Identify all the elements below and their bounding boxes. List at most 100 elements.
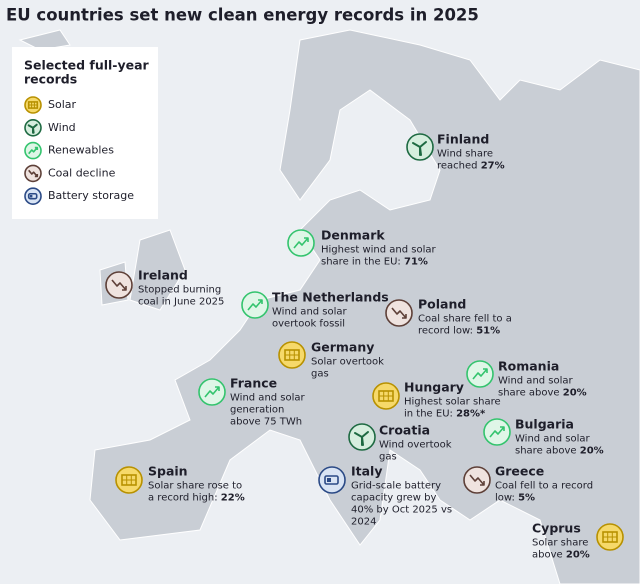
annotation-line: Highest solar share bbox=[404, 397, 501, 408]
annotation-line: record low: 51% bbox=[418, 326, 500, 337]
annotation-line: Solar share rose to bbox=[148, 481, 242, 492]
icon-circle bbox=[318, 466, 346, 494]
legend-label: Solar bbox=[48, 98, 77, 111]
country-name: Finland bbox=[437, 132, 489, 147]
annotation-line: Wind and solar bbox=[230, 393, 306, 404]
icon-coal bbox=[24, 164, 42, 183]
annotation-highlight: 20% bbox=[563, 388, 587, 399]
land bbox=[18, 29, 640, 584]
country-name: Croatia bbox=[379, 423, 430, 438]
icon-coal bbox=[463, 466, 491, 494]
country-name: Germany bbox=[311, 340, 374, 355]
trend-down bbox=[469, 474, 485, 486]
annotation-line: Wind share bbox=[437, 149, 493, 160]
icon-renewables bbox=[241, 291, 269, 319]
country-name: Hungary bbox=[404, 380, 464, 395]
icon-renewables bbox=[287, 229, 315, 257]
annotation-line: share in the EU: 71% bbox=[321, 257, 428, 268]
annotation-highlight: 51% bbox=[476, 326, 500, 337]
legend-label: Coal decline bbox=[48, 166, 116, 179]
trend-down bbox=[391, 307, 407, 319]
icon-solar bbox=[278, 341, 306, 369]
country-name: Denmark bbox=[321, 228, 385, 243]
icon-solar bbox=[24, 96, 42, 114]
annotation-line: gas bbox=[311, 369, 329, 380]
annotation-highlight: 22% bbox=[221, 493, 245, 504]
iceland bbox=[18, 29, 71, 51]
icon-solar bbox=[596, 523, 624, 551]
icon-renewables bbox=[466, 360, 494, 388]
legend-title: records bbox=[24, 72, 77, 87]
panel-grid bbox=[28, 101, 38, 109]
icon-renewables bbox=[483, 418, 511, 446]
legend-label: Renewables bbox=[48, 144, 114, 157]
panel-grid bbox=[379, 391, 393, 401]
annotation-line: Stopped burning bbox=[138, 285, 221, 296]
trend-up bbox=[28, 146, 39, 155]
country-name: France bbox=[230, 376, 277, 391]
annotation-line: gas bbox=[379, 452, 397, 463]
icon-solar bbox=[372, 382, 400, 410]
annotation-line: 40% by Oct 2025 vs bbox=[351, 505, 452, 516]
annotation-line: generation bbox=[230, 405, 284, 416]
country-name: The Netherlands bbox=[272, 290, 389, 305]
battery-charge bbox=[327, 478, 331, 482]
country-name: Ireland bbox=[138, 268, 188, 283]
annotation-line: in the EU: 28%* bbox=[404, 409, 486, 420]
trend-up bbox=[472, 368, 488, 380]
annotation-text: reached bbox=[437, 161, 478, 172]
annotation-line: Wind and solar bbox=[515, 434, 591, 445]
annotation-line: share above 20% bbox=[515, 446, 604, 457]
country-name: Poland bbox=[418, 297, 466, 312]
panel-grid bbox=[285, 350, 299, 360]
icon-battery bbox=[24, 187, 42, 205]
icon-wind bbox=[348, 423, 376, 451]
country-name: Romania bbox=[498, 359, 559, 374]
trend-up bbox=[293, 237, 309, 249]
icon-coal bbox=[105, 271, 133, 299]
icon-wind bbox=[24, 119, 42, 137]
annotation-text: in the EU: bbox=[404, 409, 453, 420]
annotation-line: share above 20% bbox=[498, 388, 587, 399]
battery-body bbox=[324, 475, 339, 485]
icon-circle bbox=[24, 187, 42, 205]
annotation-line: Coal share fell to a bbox=[418, 314, 512, 325]
annotation-line: Wind and solar bbox=[498, 376, 574, 387]
turbine bbox=[27, 123, 38, 134]
trend-down bbox=[28, 169, 39, 178]
annotation-text: share in the EU: bbox=[321, 257, 401, 268]
annotation-text: share above bbox=[515, 446, 577, 457]
annotation-line: Grid-scale battery bbox=[351, 481, 441, 492]
annotation-line: Wind overtook bbox=[379, 440, 452, 451]
annotation-line: above 20% bbox=[532, 550, 590, 561]
annotation-line: Coal fell to a record bbox=[495, 481, 593, 492]
trend-up bbox=[247, 299, 263, 311]
country-name: Italy bbox=[351, 464, 383, 479]
annotation-text: record low: bbox=[418, 326, 473, 337]
annotation-line: Solar share bbox=[532, 538, 588, 549]
annotation-highlight: 20% bbox=[580, 446, 604, 457]
icon-solar bbox=[115, 466, 143, 494]
country-name: Greece bbox=[495, 464, 544, 479]
annotation-line: above 75 TWh bbox=[230, 417, 302, 428]
country-name: Cyprus bbox=[532, 521, 581, 536]
icon-wind bbox=[406, 133, 434, 161]
turbine bbox=[354, 431, 369, 446]
annotation-highlight: 5% bbox=[518, 493, 535, 504]
annotation-text: above bbox=[532, 550, 563, 561]
icon-battery bbox=[318, 466, 346, 494]
annotation-highlight: 28%* bbox=[456, 409, 486, 420]
annotation-line: 2024 bbox=[351, 517, 376, 528]
annotation-line: coal in June 2025 bbox=[138, 297, 224, 308]
legend-label: Battery storage bbox=[48, 189, 134, 202]
trend-up bbox=[204, 386, 220, 398]
annotation-line: capacity grew by bbox=[351, 493, 436, 504]
country-name: Spain bbox=[148, 464, 188, 479]
turbine bbox=[412, 141, 427, 156]
annotation-line: a record high: 22% bbox=[148, 493, 245, 504]
annotation-highlight: 27% bbox=[481, 161, 505, 172]
annotation-text: share above bbox=[498, 388, 560, 399]
annotation-line: reached 27% bbox=[437, 161, 505, 172]
